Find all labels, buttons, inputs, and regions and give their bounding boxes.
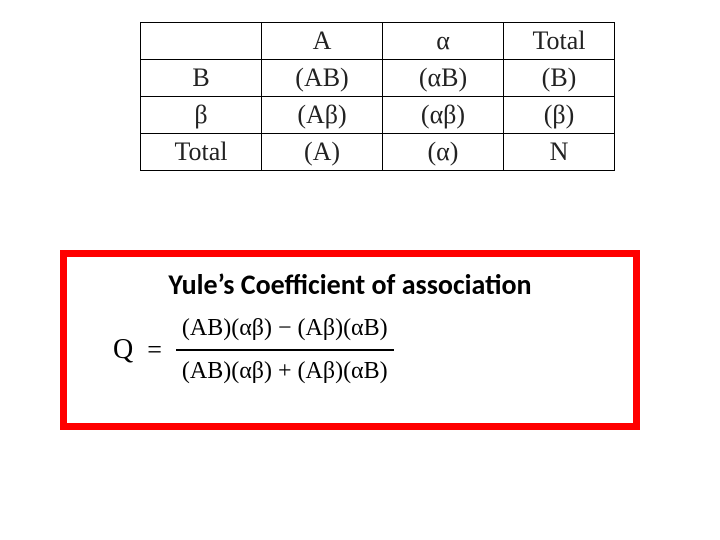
denominator: (AB)(αβ) + (Aβ)(αB) <box>176 353 394 390</box>
table-cell: (αβ) <box>383 97 504 134</box>
table-cell: Total <box>504 23 615 60</box>
table-cell: N <box>504 134 615 171</box>
table-row: Total (A) (α) N <box>141 134 615 171</box>
table-cell: A <box>262 23 383 60</box>
formula-title: Yule’s Coefficient of association <box>85 267 615 302</box>
equals-sign: = <box>147 335 162 365</box>
table-cell <box>141 23 262 60</box>
yule-q-formula: Q = (AB)(αβ) − (Aβ)(αB) (AB)(αβ) + (Aβ)(… <box>85 310 615 390</box>
fraction-bar <box>176 349 394 351</box>
formula-box: Yule’s Coefficient of association Q = (A… <box>60 250 640 430</box>
formula-lhs: Q <box>113 334 133 366</box>
fraction: (AB)(αβ) − (Aβ)(αB) (AB)(αβ) + (Aβ)(αB) <box>176 310 394 390</box>
table-cell: (αB) <box>383 60 504 97</box>
table-cell: β <box>141 97 262 134</box>
table-cell: Total <box>141 134 262 171</box>
table-cell: (Aβ) <box>262 97 383 134</box>
table-cell: B <box>141 60 262 97</box>
table-cell: (AB) <box>262 60 383 97</box>
table-cell: (β) <box>504 97 615 134</box>
table-row: A α Total <box>141 23 615 60</box>
table-cell: (A) <box>262 134 383 171</box>
contingency-table-container: A α Total B (AB) (αB) (B) β (Aβ) (αβ) (β… <box>140 22 615 171</box>
table-cell: (B) <box>504 60 615 97</box>
table-row: β (Aβ) (αβ) (β) <box>141 97 615 134</box>
table-row: B (AB) (αB) (B) <box>141 60 615 97</box>
table-cell: α <box>383 23 504 60</box>
table-cell: (α) <box>383 134 504 171</box>
contingency-table: A α Total B (AB) (αB) (B) β (Aβ) (αβ) (β… <box>140 22 615 171</box>
numerator: (AB)(αβ) − (Aβ)(αB) <box>176 310 394 347</box>
